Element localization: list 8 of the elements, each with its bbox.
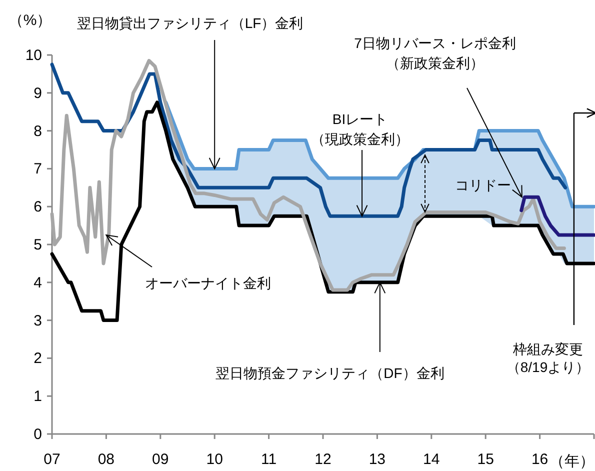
annotation: コリドー	[455, 177, 511, 193]
ylabel: （%）	[8, 12, 52, 29]
annotation: 翌日物預金ファシリティ（DF）金利	[216, 365, 444, 381]
annotation: BIレート（現政策金利）	[311, 111, 409, 147]
xlabel: （年）	[550, 453, 594, 470]
annotation: 7日物リバース・レポ金利（新政策金利）	[354, 35, 516, 71]
annotation: 翌日物貸出ファシリティ（LF）金利	[76, 15, 304, 31]
annotation: オーバーナイト金利	[145, 275, 271, 291]
